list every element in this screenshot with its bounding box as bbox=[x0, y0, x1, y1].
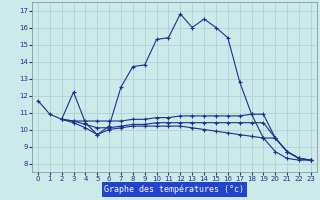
X-axis label: Graphe des températures (°c): Graphe des températures (°c) bbox=[104, 185, 244, 194]
